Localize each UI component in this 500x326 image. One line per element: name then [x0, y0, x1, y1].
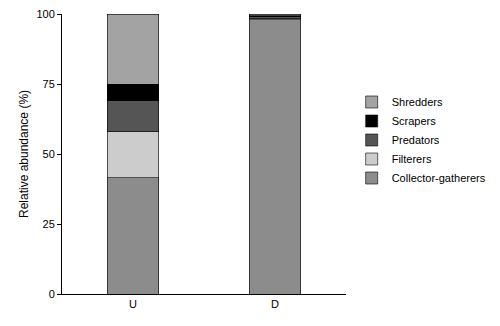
svg-text:Predators: Predators: [392, 134, 440, 146]
svg-text:100: 100: [36, 8, 54, 20]
svg-text:0: 0: [49, 288, 55, 300]
svg-text:Collector-gatherers: Collector-gatherers: [392, 172, 486, 184]
svg-text:50: 50: [43, 148, 55, 160]
svg-text:D: D: [271, 298, 279, 310]
svg-text:Shredders: Shredders: [392, 96, 443, 108]
svg-text:25: 25: [43, 218, 55, 230]
svg-text:Relative abundance (%): Relative abundance (%): [17, 90, 31, 218]
svg-text:Scrapers: Scrapers: [392, 115, 437, 127]
svg-text:Filterers: Filterers: [392, 153, 432, 165]
svg-text:75: 75: [43, 78, 55, 90]
svg-text:U: U: [129, 298, 137, 310]
